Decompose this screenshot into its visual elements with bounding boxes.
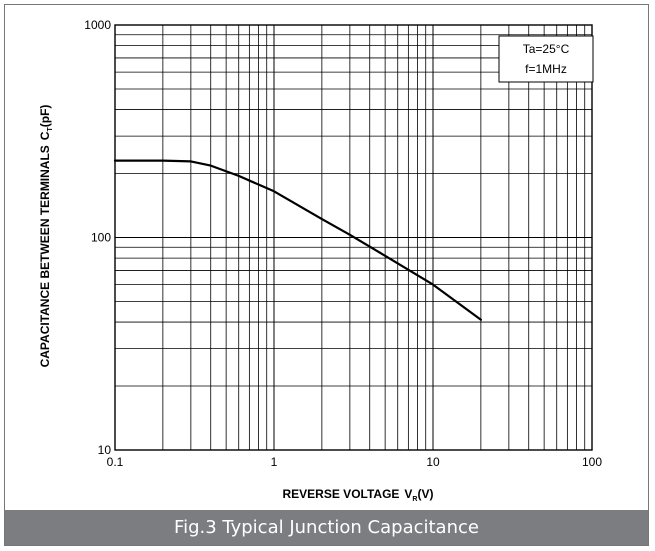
x-axis-title: REVERSE VOLTAGE VR(V) [283,487,434,503]
x-tick-label: 1 [271,455,278,469]
y-tick-label: 100 [91,231,111,245]
x-tick-labels: 0.1 1 10 100 [107,455,603,469]
curve-layer [113,159,482,321]
capacitance-curve [113,159,482,321]
condition-legend: Ta=25°C f=1MHz [498,35,594,83]
chart: 0.1 1 10 100 10 100 1000 Ta=25°C f=1MHz REVER… [38,18,603,503]
x-tick-label: 100 [582,455,602,469]
y-tick-labels: 10 100 1000 [84,18,111,457]
legend-temperature: Ta=25°C [523,42,570,56]
x-tick-label: 0.1 [107,455,124,469]
legend-frequency: f=1MHz [525,62,567,76]
figure-caption: Fig.3 Typical Junction Capacitance [5,510,648,545]
y-tick-label: 10 [98,443,112,457]
plot-border [114,24,593,451]
y-axis-title: CAPACITANCE BETWEEN TERMINALSCT(pF) [38,105,54,368]
grid [114,25,592,451]
x-tick-label: 10 [426,455,440,469]
y-tick-label: 1000 [84,18,111,32]
figure-panel: 0.1 1 10 100 10 100 1000 Ta=25°C f=1MHz REVER… [4,4,649,546]
